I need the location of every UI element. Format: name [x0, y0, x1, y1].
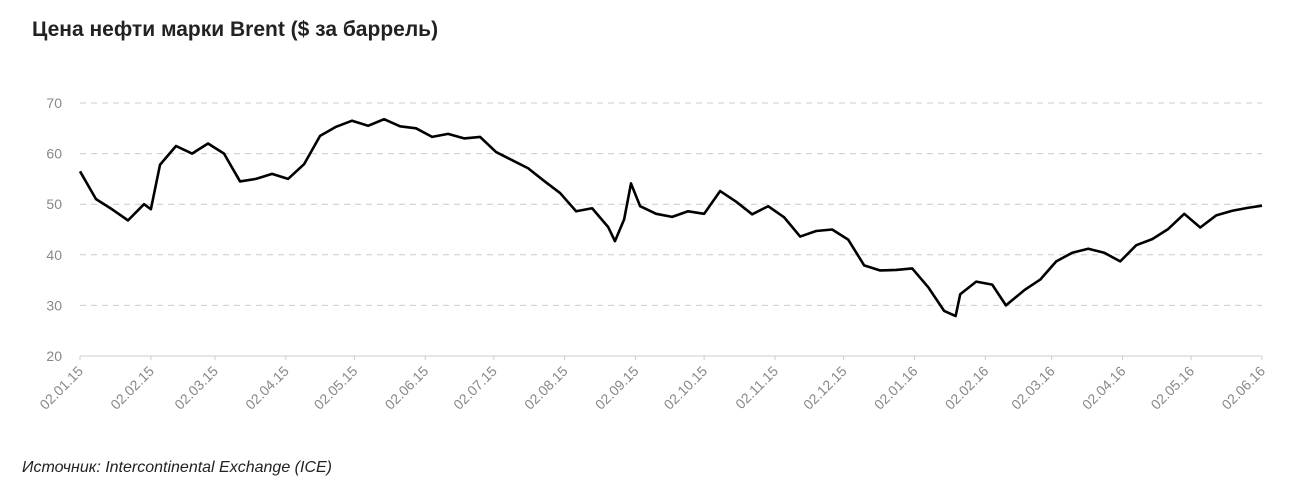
y-tick-label: 20 — [46, 348, 62, 364]
x-tick-label: 02.08.15 — [521, 363, 571, 413]
x-tick-label: 02.05.16 — [1147, 363, 1197, 413]
y-tick-label: 40 — [46, 247, 62, 263]
x-tick-label: 02.03.16 — [1008, 363, 1058, 413]
x-tick-label: 02.01.16 — [871, 363, 921, 413]
chart-title: Цена нефти марки Brent ($ за баррель) — [32, 18, 438, 41]
source-note: Источник: Intercontinental Exchange (ICE… — [22, 459, 332, 476]
x-tick-label: 02.05.15 — [311, 363, 361, 413]
x-tick-label: 02.02.16 — [942, 363, 992, 413]
x-tick-label: 02.04.16 — [1079, 363, 1129, 413]
y-tick-label: 60 — [46, 146, 62, 162]
x-tick-label: 02.10.15 — [660, 363, 710, 413]
x-tick-label: 02.09.15 — [592, 363, 642, 413]
x-tick-label: 02.06.15 — [381, 363, 431, 413]
x-tick-label: 02.01.15 — [36, 363, 86, 413]
y-tick-label: 50 — [46, 196, 62, 212]
x-tick-label: 02.06.16 — [1218, 363, 1268, 413]
price-line — [78, 117, 1263, 318]
y-tick-label: 30 — [46, 297, 62, 313]
x-tick-label: 02.03.15 — [171, 363, 221, 413]
x-tick-label: 02.11.15 — [732, 363, 781, 412]
y-tick-label: 70 — [46, 95, 62, 111]
x-tick-label: 02.12.15 — [800, 363, 850, 413]
x-tick-label: 02.02.15 — [107, 363, 157, 413]
x-tick-label: 02.07.15 — [450, 363, 500, 413]
x-tick-label: 02.04.15 — [242, 363, 292, 413]
